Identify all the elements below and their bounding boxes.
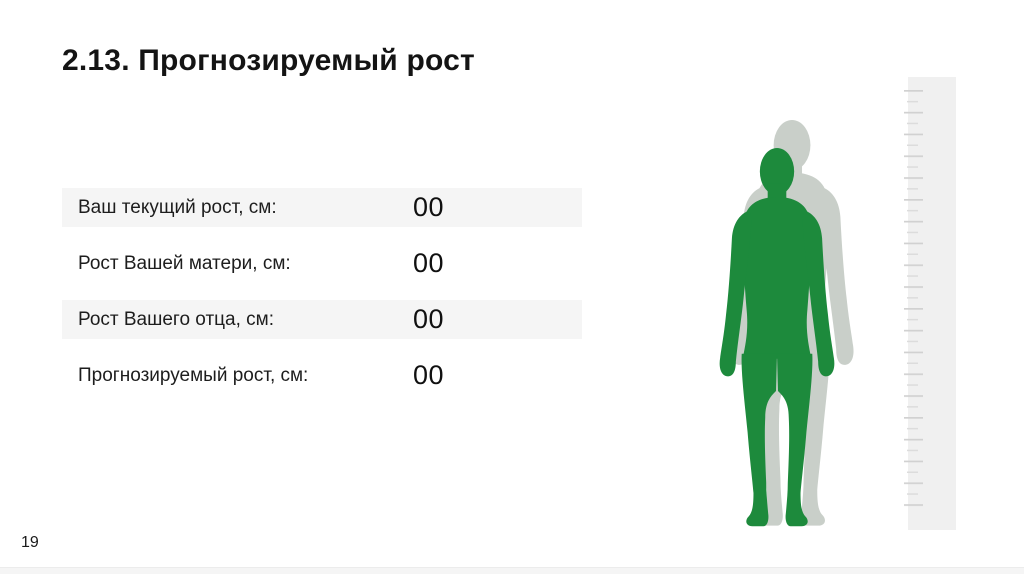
row-label: Прогнозируемый рост, см: (78, 364, 309, 386)
table-row: Ваш текущий рост, см: 00 (62, 188, 582, 227)
table-row: Прогнозируемый рост, см: 00 (62, 356, 582, 395)
row-label: Рост Вашей матери, см: (78, 252, 291, 274)
table-row: Рост Вашего отца, см: 00 (62, 300, 582, 339)
ruler-ticks (904, 90, 956, 514)
row-label: Рост Вашего отца, см: (78, 308, 274, 330)
row-value: 00 (413, 191, 445, 222)
row-value: 00 (413, 247, 445, 278)
row-value: 00 (413, 359, 445, 390)
page-title: 2.13. Прогнозируемый рост (62, 44, 475, 77)
height-form: Ваш текущий рост, см: 00 Рост Вашей мате… (62, 188, 582, 412)
slide-bottom-edge (0, 567, 1024, 574)
row-value: 00 (413, 303, 445, 334)
row-label: Ваш текущий рост, см: (78, 196, 277, 218)
height-comparison-illustration (719, 120, 854, 527)
table-row: Рост Вашей матери, см: 00 (62, 244, 582, 283)
height-ruler (904, 77, 956, 530)
page-number: 19 (21, 534, 39, 551)
